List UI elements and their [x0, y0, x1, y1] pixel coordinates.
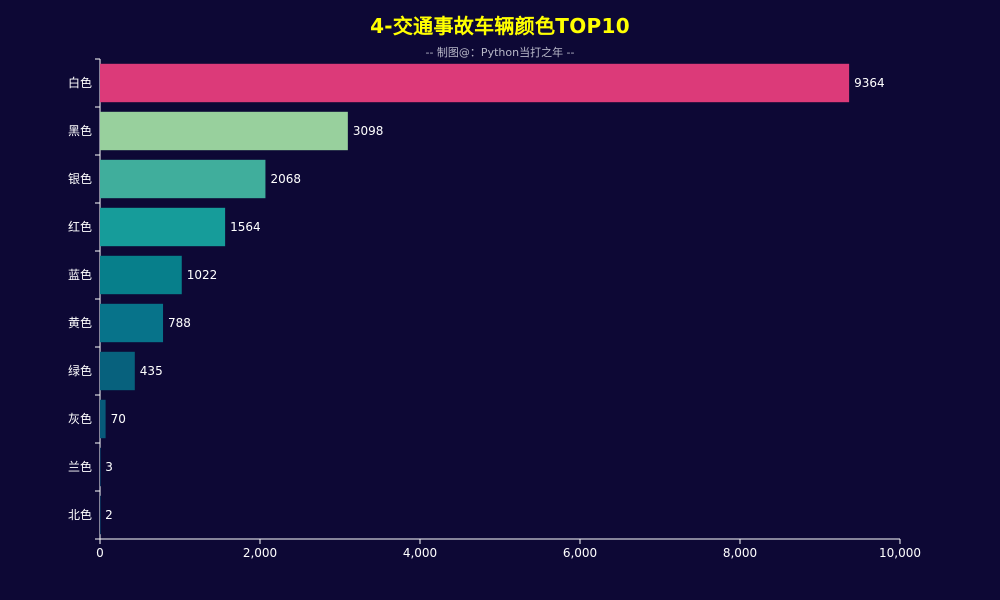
- bar: [100, 255, 182, 295]
- bar: [100, 159, 266, 199]
- x-tick-label: 0: [96, 546, 104, 560]
- data-label: 435: [140, 364, 163, 378]
- bar: [100, 495, 101, 535]
- x-tick-label: 2,000: [243, 546, 277, 560]
- y-tick-label: 蓝色: [68, 268, 92, 282]
- data-label: 70: [111, 412, 126, 426]
- chart-subtitle: -- 制图@：Python当打之年 --: [425, 46, 575, 59]
- bar: [100, 447, 101, 487]
- y-tick-label: 黑色: [68, 124, 92, 138]
- y-tick-label: 北色: [68, 508, 92, 522]
- data-label: 1564: [230, 220, 261, 234]
- bar: [100, 111, 348, 151]
- bar: [100, 207, 226, 247]
- y-tick-label: 绿色: [68, 363, 92, 378]
- bar: [100, 303, 164, 343]
- data-label: 1022: [187, 268, 218, 282]
- bar: [100, 351, 135, 391]
- data-label: 2: [105, 508, 113, 522]
- x-tick-label: 4,000: [403, 546, 437, 560]
- x-tick-label: 8,000: [723, 546, 757, 560]
- x-tick-label: 10,000: [879, 546, 921, 560]
- x-tick-label: 6,000: [563, 546, 597, 560]
- data-label: 3: [105, 460, 113, 474]
- y-tick-label: 白色: [68, 75, 92, 90]
- y-tick-label: 黄色: [68, 316, 92, 330]
- y-tick-label: 兰色: [68, 460, 92, 474]
- y-tick-label: 银色: [68, 172, 92, 186]
- data-label: 788: [168, 316, 191, 330]
- y-tick-label: 红色: [68, 219, 92, 234]
- data-label: 9364: [854, 76, 885, 90]
- data-label: 3098: [353, 124, 384, 138]
- chart-title: 4-交通事故车辆颜色TOP10: [370, 14, 630, 38]
- y-tick-label: 灰色: [68, 412, 92, 426]
- bar: [100, 63, 850, 103]
- bar: [100, 399, 106, 439]
- data-label: 2068: [270, 172, 301, 186]
